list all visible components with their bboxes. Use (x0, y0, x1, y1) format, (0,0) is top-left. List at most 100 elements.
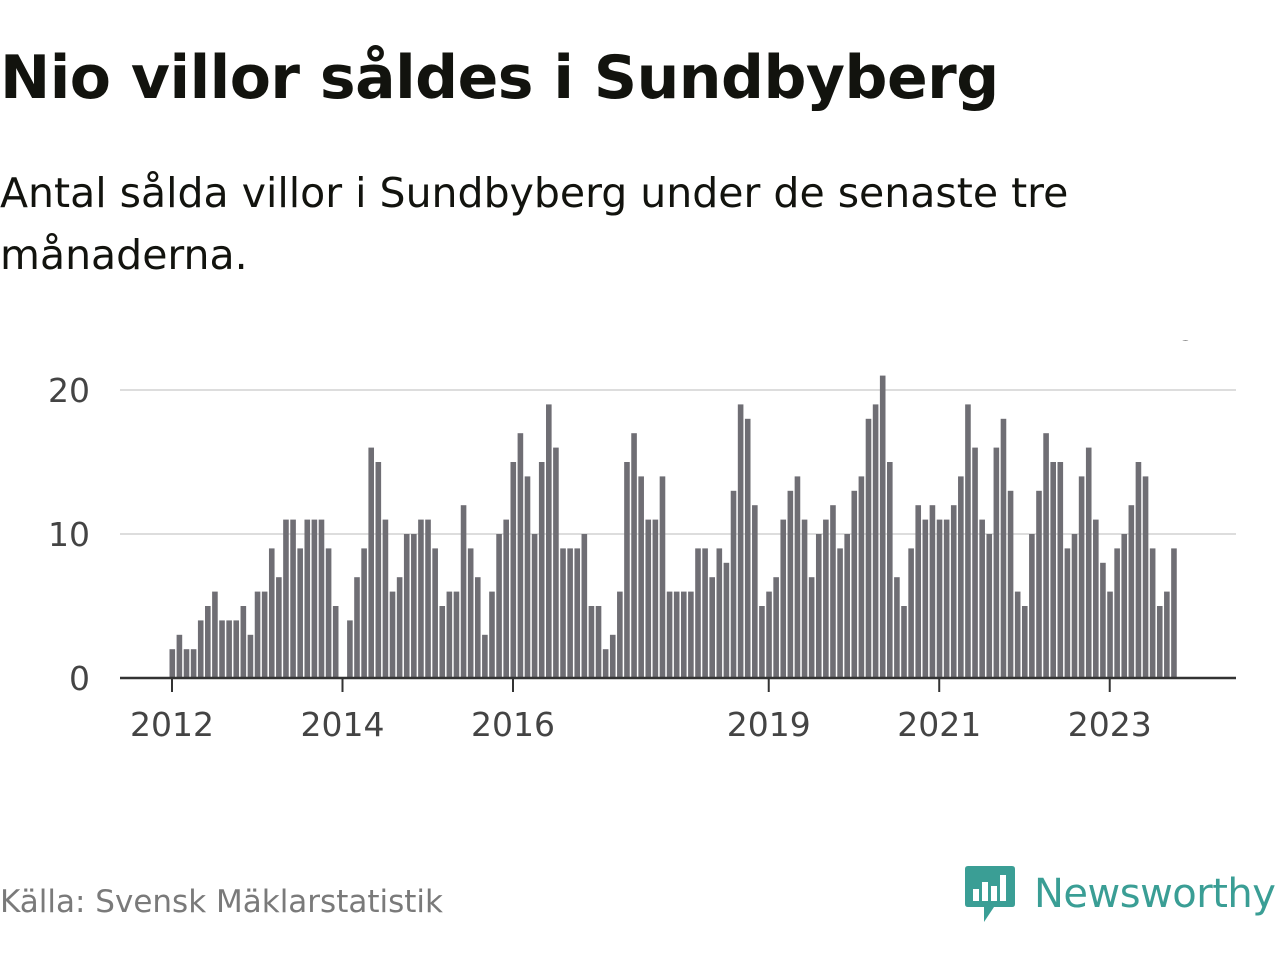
bar (943, 519, 950, 678)
bar (304, 519, 311, 678)
bar (396, 577, 403, 678)
bar (752, 505, 758, 678)
y-tick-label: 0 (69, 659, 90, 698)
bar (1007, 490, 1014, 678)
bar (489, 591, 495, 678)
bar (418, 519, 424, 678)
bar (695, 548, 701, 678)
bar (453, 591, 460, 678)
labels: 0 10 20 9 2012 2014 2016 2019 2021 2023 (48, 340, 1198, 744)
bar (176, 634, 183, 678)
bar (915, 505, 922, 678)
bar-chart: 0 10 20 9 2012 2014 2016 2019 2021 2023 (48, 340, 1236, 744)
bar (602, 649, 609, 678)
bar (1100, 562, 1106, 678)
x-tick-label: 2019 (727, 705, 811, 744)
bar (823, 519, 829, 678)
bar (936, 519, 943, 678)
bar (716, 548, 723, 678)
bar (197, 620, 204, 678)
bar (986, 534, 993, 678)
gridlines (120, 389, 1236, 535)
bar (1107, 591, 1113, 678)
x-tick-label: 2012 (130, 705, 214, 744)
bar (567, 548, 573, 678)
bar (645, 519, 652, 678)
bar (1014, 591, 1021, 678)
bar (744, 418, 751, 678)
bar (425, 519, 431, 678)
bar (460, 505, 467, 678)
bar (922, 519, 929, 678)
bar (205, 606, 211, 678)
bar (688, 591, 694, 678)
bar (1164, 591, 1170, 678)
bar (524, 476, 531, 678)
bar (347, 620, 353, 678)
bar (901, 606, 907, 678)
bar (332, 606, 339, 678)
bar (389, 591, 396, 678)
brand-name: Newsworthy (1034, 871, 1276, 917)
bar (773, 577, 779, 678)
bar (950, 505, 957, 678)
bar (531, 534, 538, 678)
bar (887, 462, 893, 678)
bar (1171, 548, 1177, 678)
bar (595, 606, 602, 678)
bar (1043, 433, 1049, 678)
bar (1121, 534, 1128, 678)
bar (730, 490, 737, 678)
bar (482, 634, 488, 678)
bar (709, 577, 715, 678)
bar (631, 433, 637, 678)
bar (354, 577, 360, 678)
bar (723, 562, 730, 678)
bar (375, 462, 382, 678)
bar (1021, 606, 1028, 678)
x-axis (120, 676, 1236, 692)
bar (538, 462, 545, 678)
source-note: Källa: Svensk Mäklarstatistik (0, 884, 443, 920)
bar (638, 476, 644, 678)
bar (666, 591, 673, 678)
bar (439, 606, 446, 678)
x-tick-label: 2023 (1068, 705, 1152, 744)
bar (403, 534, 410, 678)
bar (169, 649, 176, 678)
bar (652, 519, 659, 678)
bar (190, 649, 197, 678)
bar (588, 606, 595, 678)
x-tick-label: 2014 (301, 705, 385, 744)
bar (1128, 505, 1135, 678)
y-tick-label: 10 (48, 515, 90, 554)
bar (254, 591, 261, 678)
bar (261, 591, 268, 678)
bar (290, 519, 296, 678)
bar (325, 548, 332, 678)
bar (496, 534, 502, 678)
bar (617, 591, 623, 678)
bar (382, 519, 389, 678)
bar (801, 519, 808, 678)
chart-subtitle: Antal sålda villor i Sundbyberg under de… (0, 169, 1069, 279)
bar (1093, 519, 1099, 678)
bar (446, 591, 453, 678)
bar (659, 476, 666, 678)
bar (183, 649, 190, 678)
bar (837, 548, 843, 678)
bar (624, 462, 630, 678)
bar (1000, 418, 1007, 678)
newsworthy-logo-icon (965, 866, 1015, 922)
bar (1142, 476, 1149, 678)
bar (318, 519, 325, 678)
bar (503, 519, 509, 678)
bar (1029, 534, 1035, 678)
bar (361, 548, 367, 678)
bars (169, 375, 1177, 678)
bar (219, 620, 225, 678)
bar (1085, 447, 1092, 678)
bar (979, 519, 985, 678)
bar (808, 577, 815, 678)
bar (311, 519, 318, 678)
